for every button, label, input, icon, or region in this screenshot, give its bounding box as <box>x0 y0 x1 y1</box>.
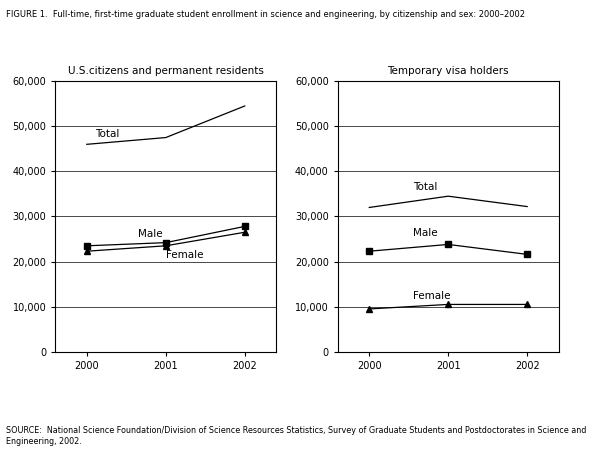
Title: Temporary visa holders: Temporary visa holders <box>387 66 509 76</box>
Text: Total: Total <box>413 182 437 192</box>
Text: Total: Total <box>95 129 119 139</box>
Text: Male: Male <box>138 229 163 239</box>
Text: FIGURE 1.  Full-time, first-time graduate student enrollment in science and engi: FIGURE 1. Full-time, first-time graduate… <box>6 10 525 19</box>
Text: SOURCE:  National Science Foundation/Division of Science Resources Statistics, S: SOURCE: National Science Foundation/Divi… <box>6 426 586 446</box>
Text: Female: Female <box>413 291 450 301</box>
Title: U.S.citizens and permanent residents: U.S.citizens and permanent residents <box>68 66 264 76</box>
Text: Male: Male <box>413 228 437 238</box>
Text: Female: Female <box>166 250 203 260</box>
